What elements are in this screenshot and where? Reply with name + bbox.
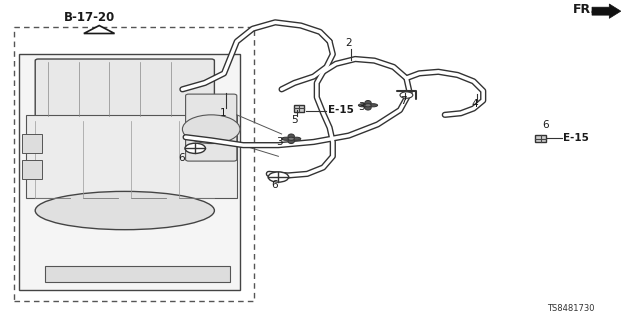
Text: 5: 5 bbox=[291, 115, 298, 125]
Text: TS8481730: TS8481730 bbox=[547, 304, 595, 313]
Text: FR.: FR. bbox=[573, 4, 596, 16]
Bar bbox=[536, 135, 546, 142]
Ellipse shape bbox=[282, 137, 291, 140]
Circle shape bbox=[185, 143, 205, 153]
Bar bbox=[45, 266, 230, 282]
Bar bbox=[294, 105, 304, 112]
Text: 6: 6 bbox=[178, 153, 184, 163]
Circle shape bbox=[288, 137, 294, 140]
Ellipse shape bbox=[288, 134, 294, 139]
Ellipse shape bbox=[365, 100, 371, 105]
Text: 1: 1 bbox=[220, 108, 227, 118]
Text: E-15: E-15 bbox=[563, 133, 589, 143]
Ellipse shape bbox=[35, 191, 214, 230]
Circle shape bbox=[400, 92, 413, 98]
Text: B-17-20: B-17-20 bbox=[64, 11, 115, 24]
Bar bbox=[22, 134, 42, 153]
Text: 6: 6 bbox=[271, 180, 278, 190]
Text: 3: 3 bbox=[358, 102, 365, 112]
Ellipse shape bbox=[291, 137, 301, 140]
Ellipse shape bbox=[368, 104, 378, 107]
Circle shape bbox=[182, 115, 240, 144]
Bar bbox=[26, 115, 237, 198]
Ellipse shape bbox=[358, 104, 368, 107]
Text: 4: 4 bbox=[471, 99, 477, 109]
FancyArrow shape bbox=[592, 4, 621, 18]
Ellipse shape bbox=[288, 139, 294, 144]
Text: 3: 3 bbox=[276, 137, 283, 147]
Bar bbox=[14, 27, 254, 301]
Circle shape bbox=[268, 172, 289, 182]
Circle shape bbox=[365, 104, 371, 107]
Text: E-15: E-15 bbox=[328, 105, 354, 115]
FancyBboxPatch shape bbox=[19, 54, 240, 290]
Text: 7: 7 bbox=[400, 96, 406, 106]
FancyBboxPatch shape bbox=[35, 59, 214, 120]
FancyBboxPatch shape bbox=[186, 94, 237, 161]
Text: 6: 6 bbox=[543, 120, 549, 130]
FancyArrow shape bbox=[84, 26, 115, 33]
Text: 2: 2 bbox=[346, 38, 352, 48]
Ellipse shape bbox=[365, 105, 371, 110]
Bar bbox=[22, 160, 42, 179]
